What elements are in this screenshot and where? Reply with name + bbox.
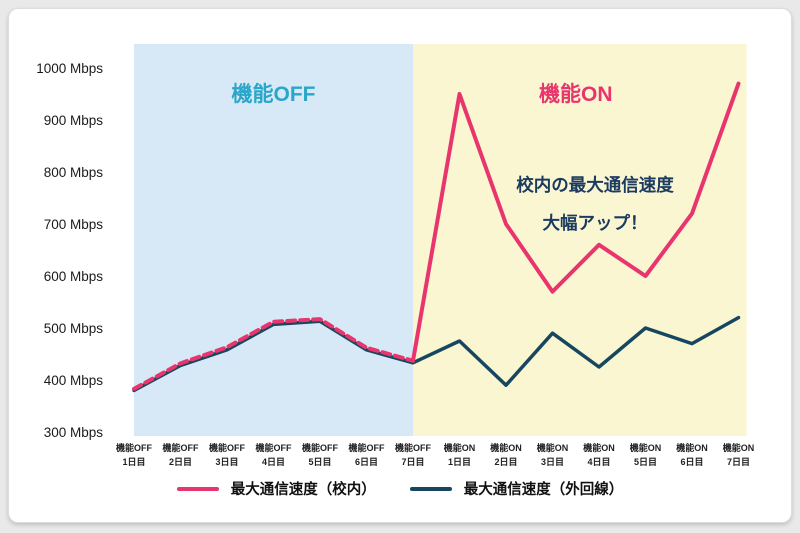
x-axis-tick-label: 機能ON 5日目 <box>630 442 662 467</box>
x-axis-tick-label: 機能OFF 3日目 <box>209 442 245 467</box>
y-axis-tick-label: 900 Mbps <box>44 113 104 128</box>
legend-label-external: 最大通信速度（外回線） <box>463 482 624 498</box>
x-axis-tick-label: 機能ON 3日目 <box>537 442 569 467</box>
y-axis-tick-label: 700 Mbps <box>44 217 104 232</box>
x-axis-tick-label: 機能ON 2日目 <box>490 442 522 467</box>
legend-line-external <box>409 486 452 491</box>
chart-legend: 最大通信速度（校内） 最大通信速度（外回線） <box>0 478 800 499</box>
legend-label-internal: 最大通信速度（校内） <box>230 482 376 498</box>
x-axis-tick-label: 機能ON 7日目 <box>723 442 755 467</box>
x-axis-tick-label: 機能OFF 1日目 <box>116 442 152 467</box>
y-axis-tick-label: 500 Mbps <box>44 321 104 336</box>
legend-item-school-internal: 最大通信速度（校内） <box>176 478 376 499</box>
y-axis-tick-label: 300 Mbps <box>44 425 104 440</box>
legend-line-internal <box>176 486 219 491</box>
y-axis-tick-label: 600 Mbps <box>44 269 104 284</box>
line-school-internal-dashed <box>132 317 415 391</box>
x-axis-tick-label: 機能OFF 2日目 <box>163 442 199 467</box>
x-axis-tick-label: 機能OFF 4日目 <box>256 442 292 467</box>
annotation-line1: 校内の最大通信速度 <box>516 175 674 195</box>
x-axis-tick-label: 機能OFF 6日目 <box>349 442 385 467</box>
annotation-line2: 大幅アップ！ <box>543 213 648 233</box>
y-axis-tick-label: 800 Mbps <box>44 165 104 180</box>
x-axis-tick-label: 機能OFF 7日目 <box>395 442 431 467</box>
legend-item-external-line: 最大通信速度（外回線） <box>409 478 624 499</box>
region-label-off: 機能OFF <box>232 82 316 106</box>
line-external <box>132 315 741 393</box>
y-axis-tick-label: 1000 Mbps <box>36 61 103 76</box>
x-axis-tick-label: 機能ON 4日目 <box>583 442 615 467</box>
line-school-internal-solid <box>411 81 741 363</box>
x-axis-tick-label: 機能ON 1日目 <box>444 442 476 467</box>
x-axis-tick-label: 機能ON 6日目 <box>676 442 708 467</box>
region-on <box>413 44 747 436</box>
region-label-on: 機能ON <box>539 82 613 106</box>
x-axis-tick-label: 機能OFF 5日目 <box>302 442 338 467</box>
region-off <box>134 44 413 436</box>
y-axis-tick-label: 400 Mbps <box>44 373 104 388</box>
